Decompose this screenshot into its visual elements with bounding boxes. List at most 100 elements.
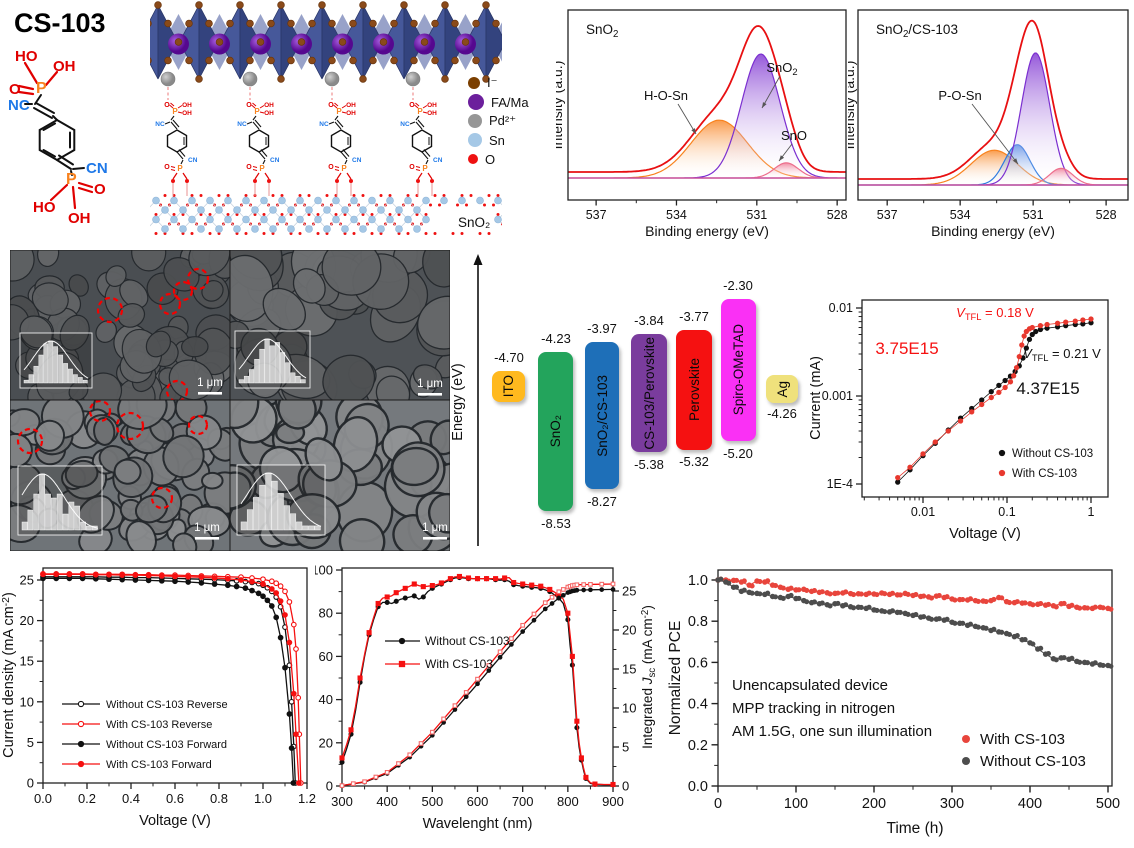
o-dot-icon bbox=[468, 154, 478, 164]
svg-text:CN: CN bbox=[188, 157, 198, 164]
stability-chart: 0 100 200 300 400 500 0.0 0.2 0.4 0.6 0.8 1.0 Time (… bbox=[667, 569, 1120, 837]
svg-text:80: 80 bbox=[319, 606, 333, 621]
svg-text:100: 100 bbox=[315, 563, 333, 578]
svg-text:Integrated Jsc​ (mA cm-2​): Integrated Jsc​ (mA cm-2​) bbox=[640, 605, 658, 749]
svg-text:400: 400 bbox=[376, 794, 398, 809]
svg-text:Binding energy (eV): Binding energy (eV) bbox=[931, 223, 1055, 239]
sclc-chart: 0.01 0.1 1 0.01 0.001 1E-4 Voltage (V) Current … bbox=[810, 299, 1109, 542]
svg-text:20: 20 bbox=[622, 623, 636, 638]
svg-text:P: P bbox=[341, 164, 347, 173]
svg-text:Voltage (V): Voltage (V) bbox=[139, 813, 211, 829]
energy-axis: Energy (eV) bbox=[450, 254, 483, 546]
svg-text:OH: OH bbox=[427, 110, 437, 117]
svg-text:SnO2​: SnO2​ bbox=[766, 60, 797, 77]
svg-text:700: 700 bbox=[512, 794, 534, 809]
svg-text:Current density (mA cm-2​): Current density (mA cm-2​) bbox=[1, 592, 17, 758]
svg-text:0.001: 0.001 bbox=[822, 389, 853, 403]
svg-text:H-O-Sn: H-O-Sn bbox=[644, 88, 688, 103]
svg-text:100: 100 bbox=[784, 796, 808, 812]
pvk-cbm: -3.77 bbox=[679, 309, 709, 324]
energy-axis-label: Energy (eV) bbox=[450, 363, 466, 440]
energy-bar-ag: Ag bbox=[766, 375, 798, 403]
svg-text:Normalized PCE: Normalized PCE bbox=[667, 621, 684, 736]
svg-text:531: 531 bbox=[746, 208, 767, 222]
xps-chart-sno2: 537 534 531 528 Binding energy (eV) Intensity… bbox=[556, 9, 848, 239]
svg-text:300: 300 bbox=[331, 794, 353, 809]
xps-chart-sno2-cs103: 537 534 531 528 Binding energy (eV) Intensity… bbox=[848, 9, 1129, 239]
svg-text:P: P bbox=[417, 107, 423, 116]
svg-text:900: 900 bbox=[602, 794, 624, 809]
svg-text:OH: OH bbox=[264, 102, 274, 109]
svg-text:Time (h): Time (h) bbox=[886, 820, 943, 837]
svg-text:Intensity (a.u.): Intensity (a.u.) bbox=[556, 61, 565, 150]
energy-bar-spiro: Spiro-OMeTAD bbox=[721, 299, 756, 441]
perovskite-sno2-schematic: SnO₂OPOHOHNCCNPOOPOHOHNCCNPOOPOHOHNCCNPO… bbox=[150, 1, 502, 235]
svg-text:0.01: 0.01 bbox=[911, 505, 935, 519]
svg-text:With CS-103: With CS-103 bbox=[1012, 468, 1077, 480]
svg-text:O: O bbox=[164, 164, 170, 171]
legend-item-iodide: I⁻ bbox=[468, 74, 529, 92]
svg-text:0.2: 0.2 bbox=[688, 738, 708, 754]
svg-text:P: P bbox=[422, 164, 428, 173]
svg-text:500: 500 bbox=[421, 794, 443, 809]
sno2-vbm: -8.53 bbox=[541, 516, 571, 531]
energy-bar-sno2-cs103: SnO₂/CS-103 bbox=[585, 342, 619, 489]
svg-text:800: 800 bbox=[557, 794, 579, 809]
svg-text:0.4: 0.4 bbox=[688, 697, 708, 713]
eqe-chart: 3004005006007008009000204060801000510152… bbox=[315, 563, 658, 833]
svg-text:25: 25 bbox=[20, 573, 34, 588]
sno2cs103-cbm: -3.97 bbox=[587, 321, 617, 336]
o-bottom-label: O bbox=[94, 181, 106, 198]
svg-text:1 μm: 1 μm bbox=[422, 522, 448, 534]
svg-text:SnO₂: SnO₂ bbox=[458, 215, 490, 230]
legend-item-o: O bbox=[468, 150, 529, 168]
svg-text:MPP tracking in nitrogen: MPP tracking in nitrogen bbox=[732, 700, 895, 717]
svg-text:Without CS-103 Reverse: Without CS-103 Reverse bbox=[106, 699, 228, 711]
svg-text:20: 20 bbox=[319, 735, 333, 750]
svg-text:CN: CN bbox=[270, 157, 280, 164]
svg-text:528: 528 bbox=[1096, 208, 1117, 222]
svg-text:0: 0 bbox=[714, 796, 722, 812]
svg-text:5: 5 bbox=[622, 740, 629, 755]
svg-text:OH: OH bbox=[346, 102, 356, 109]
cs103-molecule-structure: HO OH O P NC CN O P HO OH bbox=[8, 48, 108, 227]
svg-text:O: O bbox=[246, 164, 252, 171]
ito-level: -4.70 bbox=[494, 350, 524, 365]
svg-text:SnO2​/CS-103: SnO2​/CS-103 bbox=[876, 22, 958, 40]
svg-text:Binding energy (eV): Binding energy (eV) bbox=[645, 223, 769, 239]
svg-text:O: O bbox=[328, 164, 334, 171]
svg-text:VTFL​ = 0.21 V: VTFL​ = 0.21 V bbox=[1023, 346, 1101, 363]
svg-text:300: 300 bbox=[940, 796, 964, 812]
oh-top-label: OH bbox=[53, 58, 76, 75]
svg-text:Current (mA): Current (mA) bbox=[810, 356, 824, 440]
svg-text:CN: CN bbox=[433, 157, 443, 164]
svg-text:OH: OH bbox=[346, 110, 356, 117]
pd-dot-icon bbox=[468, 114, 482, 128]
svg-text:0.6: 0.6 bbox=[166, 791, 184, 806]
svg-text:0.01: 0.01 bbox=[829, 301, 853, 315]
structure-legend: I⁻ FA/Ma Pd²⁺ Sn O bbox=[468, 74, 529, 169]
p-top-label: P bbox=[36, 80, 47, 97]
svg-text:O: O bbox=[409, 164, 415, 171]
svg-text:SnO2​: SnO2​ bbox=[586, 22, 618, 40]
nc-label: NC bbox=[8, 97, 30, 114]
svg-text:With CS-103: With CS-103 bbox=[425, 657, 493, 671]
svg-text:With CS-103 Forward: With CS-103 Forward bbox=[106, 759, 212, 771]
sem-image-grid: 1 μm 1 μm 1 μm 1 μm bbox=[10, 250, 450, 551]
svg-text:Without CS-103 Forward: Without CS-103 Forward bbox=[106, 739, 227, 751]
cn-label: CN bbox=[86, 160, 108, 177]
svg-text:1: 1 bbox=[1088, 505, 1095, 519]
svg-text:537: 537 bbox=[586, 208, 607, 222]
svg-text:With CS-103 Reverse: With CS-103 Reverse bbox=[106, 719, 212, 731]
svg-text:P: P bbox=[336, 107, 342, 116]
svg-text:P-O-Sn: P-O-Sn bbox=[938, 88, 981, 103]
cs103pvk-cbm: -3.84 bbox=[634, 313, 664, 328]
ag-level: -4.26 bbox=[767, 406, 797, 421]
svg-text:OH: OH bbox=[182, 110, 192, 117]
svg-text:Without CS-103: Without CS-103 bbox=[425, 634, 510, 648]
spiro-lumo: -5.20 bbox=[723, 446, 753, 461]
svg-text:5: 5 bbox=[27, 735, 34, 750]
svg-text:15: 15 bbox=[20, 654, 34, 669]
svg-text:P: P bbox=[177, 164, 183, 173]
svg-text:10: 10 bbox=[20, 694, 34, 709]
